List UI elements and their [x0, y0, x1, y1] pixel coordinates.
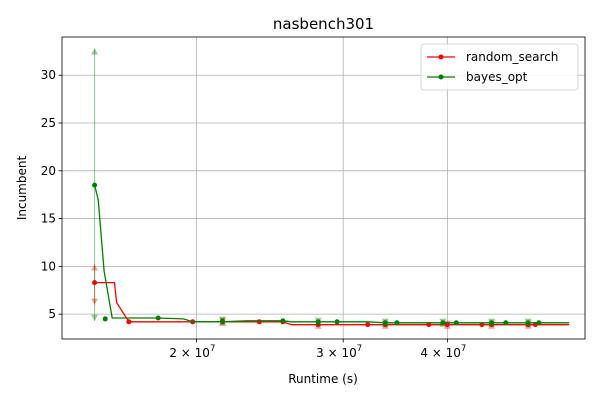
x-axis-ticks: 2 × 107 3 × 107 4 × 107 [169, 339, 466, 360]
y-tick-label: 5 [48, 307, 56, 321]
legend-marker [438, 74, 444, 80]
series-random_search [91, 264, 570, 329]
data-point [503, 320, 509, 326]
data-point [453, 320, 459, 326]
data-point [315, 319, 321, 325]
data-point [536, 320, 542, 326]
data-point [365, 322, 371, 328]
x-tick-label: 2 × 107 [169, 344, 215, 360]
data-point [394, 320, 400, 326]
x-axis-label: Runtime (s) [288, 372, 358, 386]
plot-frame [61, 36, 586, 340]
error-cap-bottom [91, 298, 99, 305]
data-point [382, 320, 388, 326]
error-cap-top [91, 264, 99, 271]
data-point [525, 320, 531, 326]
data-point [280, 318, 286, 324]
grid-lines [62, 37, 585, 339]
y-axis-label: Incumbent [15, 156, 29, 221]
chart-title: nasbench301 [273, 15, 374, 33]
x-tick-base: 3 × 10 [316, 346, 357, 360]
plot-area [91, 48, 570, 329]
series-line [93, 184, 570, 324]
data-point [489, 320, 495, 326]
x-tick-label: 4 × 107 [420, 344, 466, 360]
series-bayes_opt [91, 48, 570, 327]
y-tick-label: 30 [41, 68, 56, 82]
data-point [334, 319, 340, 325]
data-point [126, 319, 132, 325]
legend-marker [438, 54, 444, 60]
x-tick-base: 4 × 10 [420, 346, 461, 360]
y-tick-label: 25 [41, 116, 56, 130]
data-point [92, 182, 98, 188]
data-point [440, 320, 446, 326]
y-tick-label: 20 [41, 164, 56, 178]
x-tick-exponent: 7 [210, 344, 215, 354]
y-tick-label: 10 [41, 259, 56, 273]
x-tick-label: 3 × 107 [316, 344, 362, 360]
data-point [220, 318, 226, 324]
y-tick-label: 15 [41, 212, 56, 226]
data-point [155, 315, 161, 321]
data-point [102, 316, 108, 322]
x-tick-base: 2 × 10 [169, 346, 210, 360]
y-axis-ticks: 5 10 15 20 25 30 [41, 68, 62, 321]
legend-label: bayes_opt [466, 70, 528, 84]
data-point [256, 319, 262, 325]
legend: random_search bayes_opt [420, 43, 579, 91]
x-tick-exponent: 7 [357, 344, 362, 354]
error-cap-top [91, 48, 99, 55]
legend-box [420, 43, 579, 91]
x-tick-exponent: 7 [461, 344, 466, 354]
data-point [92, 280, 98, 286]
legend-label: random_search [466, 50, 558, 64]
error-cap-bottom [91, 314, 99, 321]
series-line [94, 281, 570, 326]
